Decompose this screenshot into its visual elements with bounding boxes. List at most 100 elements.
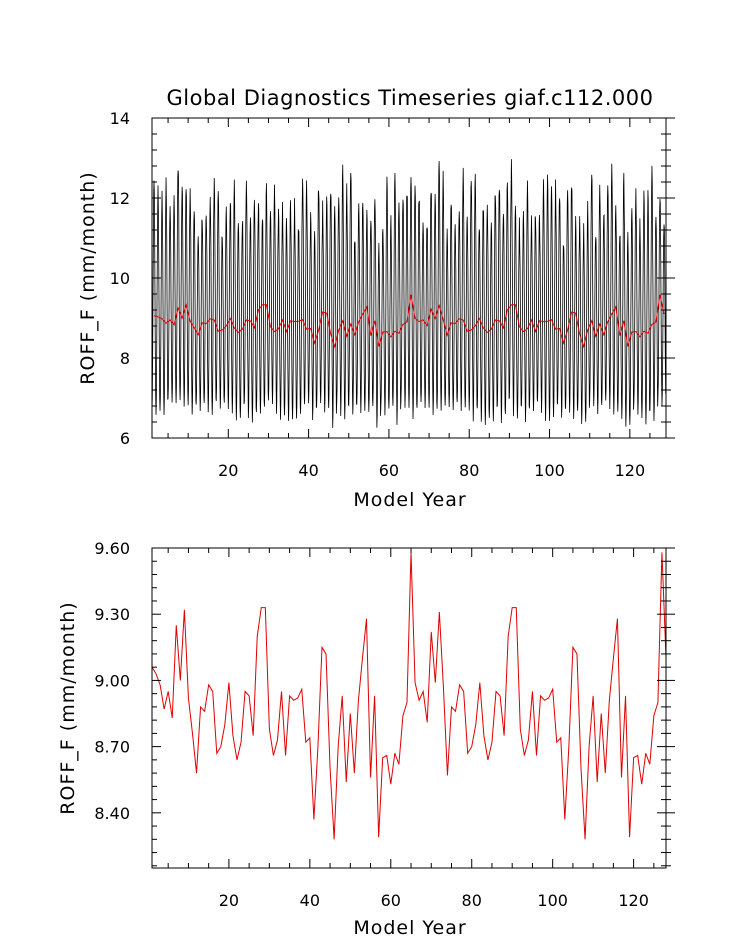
bottom-x-tick-label: 60 [381, 891, 401, 910]
top-annual-point [198, 334, 199, 335]
bottom-annual-point [532, 691, 533, 692]
bottom-annual-point [459, 684, 460, 685]
top-annual-point [627, 346, 628, 347]
top-y-tick-label: 8 [120, 349, 130, 368]
top-annual-point [451, 322, 452, 323]
top-annual-point [587, 330, 588, 331]
top-y-tick-label: 10 [110, 269, 130, 288]
top-annual-point [194, 327, 195, 328]
top-annual-point [447, 335, 448, 336]
bottom-annual-point [560, 737, 561, 738]
bottom-annual-point [415, 682, 416, 683]
top-annual-point [386, 331, 387, 332]
top-y-tick-label: 12 [110, 189, 130, 208]
bottom-annual-point [382, 757, 383, 758]
bottom-annual-point [212, 691, 213, 692]
bottom-annual-point [249, 695, 250, 696]
bottom-annual-point [326, 653, 327, 654]
top-annual-point [479, 318, 480, 319]
top-annual-point [334, 346, 335, 347]
bottom-annual-point [431, 631, 432, 632]
bottom-annual-point [641, 784, 642, 785]
bottom-annual-point [536, 755, 537, 756]
top-annual-point [663, 314, 664, 315]
bottom-x-axis-label: Model Year [353, 917, 466, 939]
top-annual-point [346, 336, 347, 337]
top-annual-point [326, 313, 327, 314]
bottom-annual-point [483, 735, 484, 736]
top-annual-point [503, 328, 504, 329]
top-annual-point [250, 320, 251, 321]
top-annual-point [162, 318, 163, 319]
bottom-annual-point [301, 689, 302, 690]
top-annual-point [543, 321, 544, 322]
top-annual-point [455, 323, 456, 324]
bottom-annual-point [609, 700, 610, 701]
top-annual-point [651, 324, 652, 325]
bottom-annual-point [245, 691, 246, 692]
top-annual-point [190, 321, 191, 322]
bottom-annual-point [156, 673, 157, 674]
top-annual-point [523, 331, 524, 332]
bottom-annual-point [192, 733, 193, 734]
top-annual-point [398, 333, 399, 334]
bottom-annual-point [463, 691, 464, 692]
top-annual-point [487, 332, 488, 333]
top-annual-point [659, 294, 660, 295]
top-annual-point [306, 329, 307, 330]
top-annual-point [547, 321, 548, 322]
top-annual-point [411, 294, 412, 295]
bottom-annual-point [180, 680, 181, 681]
bottom-annual-point [224, 724, 225, 725]
bottom-annual-point [390, 784, 391, 785]
bottom-annual-point [439, 612, 440, 613]
bottom-annual-point [208, 684, 209, 685]
bottom-annual-point [427, 722, 428, 723]
top-annual-point [631, 332, 632, 333]
top-annual-point [471, 330, 472, 331]
bottom-annual-point [366, 618, 367, 619]
top-annual-point [174, 324, 175, 325]
bottom-annual-point [487, 759, 488, 760]
top-annual-point [218, 331, 219, 332]
bottom-annual-point [475, 724, 476, 725]
bottom-annual-point [471, 746, 472, 747]
top-annual-point [419, 321, 420, 322]
top-x-tick-label: 100 [534, 461, 565, 480]
top-annual-point [394, 331, 395, 332]
bottom-annual-point [500, 695, 501, 696]
bottom-annual-point [216, 753, 217, 754]
bottom-annual-point [236, 759, 237, 760]
top-annual-point [555, 329, 556, 330]
top-annual-point [603, 334, 604, 335]
top-annual-point [571, 312, 572, 313]
bottom-annual-point [617, 618, 618, 619]
top-annual-point [483, 328, 484, 329]
bottom-annual-point [184, 609, 185, 610]
bottom-annual-point [317, 746, 318, 747]
bottom-annual-point [613, 658, 614, 659]
top-annual-point [415, 318, 416, 319]
bottom-annual-point [581, 768, 582, 769]
bottom-annual-point [297, 698, 298, 699]
bottom-annual-point [524, 755, 525, 756]
bottom-annual-point [512, 607, 513, 608]
bottom-y-axis-label: ROFF_F (mm/month) [57, 601, 79, 814]
top-annual-point [507, 310, 508, 311]
top-annual-point [318, 330, 319, 331]
bottom-annual-point [406, 702, 407, 703]
top-annual-point [491, 329, 492, 330]
bottom-y-tick-label: 9.00 [94, 671, 130, 690]
bottom-annual-point [281, 691, 282, 692]
bottom-annual-point [273, 755, 274, 756]
bottom-annual-point [556, 742, 557, 743]
bottom-annual-point [585, 839, 586, 840]
bottom-annual-point [479, 682, 480, 683]
top-annual-point [647, 333, 648, 334]
bottom-annual-point [552, 689, 553, 690]
top-annual-point [310, 328, 311, 329]
bottom-annual-point [261, 607, 262, 608]
top-annual-point [615, 306, 616, 307]
bottom-x-tick-label: 120 [618, 891, 649, 910]
top-annual-point [370, 335, 371, 336]
